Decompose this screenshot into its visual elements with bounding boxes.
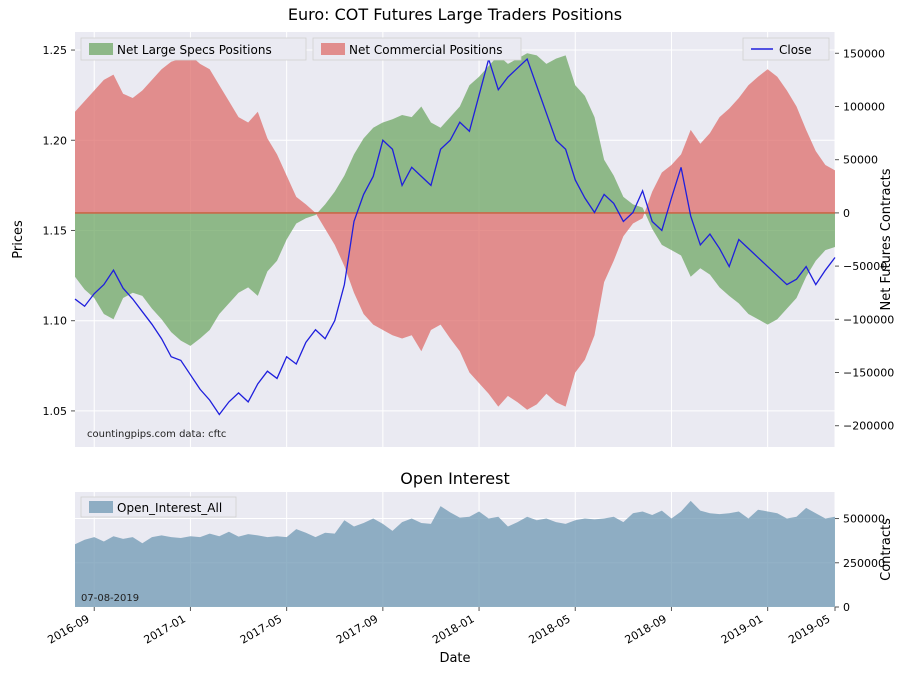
y2tick-label: −150000 (843, 367, 894, 380)
ytick-label: 1.25 (43, 44, 68, 57)
legend-item-oi: Open_Interest_All (117, 501, 222, 515)
xtick-label: 2017-05 (238, 612, 284, 646)
legend-item-close: Close (779, 43, 812, 57)
xtick-label: 2017-09 (334, 612, 380, 646)
x-axis-label: Date (439, 651, 470, 666)
xtick-label: 2018-01 (430, 612, 476, 646)
xtick-label: 2018-09 (623, 612, 669, 646)
y2tick-label: −200000 (843, 420, 894, 433)
left-axis-label: Prices (11, 220, 26, 259)
ytick-label: 1.20 (43, 134, 68, 147)
y2tick-label: 0 (843, 207, 850, 220)
xtick-label: 2016-09 (45, 612, 91, 646)
xtick-label: 2019-05 (786, 612, 832, 646)
chart-title: Euro: COT Futures Large Traders Position… (288, 5, 622, 24)
bottom-title: Open Interest (400, 469, 509, 488)
ytick-label: 1.05 (43, 405, 68, 418)
bottom-right-axis-label: Contracts (879, 518, 894, 581)
ytick-label: 1.10 (43, 315, 68, 328)
y2tick-label: 150000 (843, 47, 885, 60)
y2tick-label: −100000 (843, 313, 894, 326)
xtick-label: 2018-05 (526, 612, 572, 646)
ytick-label: 1.15 (43, 224, 68, 237)
y2tick-label: 50000 (843, 154, 878, 167)
legend-item-specs: Net Large Specs Positions (117, 43, 272, 57)
date-stamp: 07-08-2019 (81, 593, 139, 604)
right-axis-label: Net Futures Contracts (879, 168, 894, 310)
xtick-label: 2019-01 (719, 612, 765, 646)
y2tick-label: 100000 (843, 100, 885, 113)
xtick-label: 2017-01 (142, 612, 188, 646)
y2tick-label-bottom: 0 (843, 601, 850, 614)
legend-oi-swatch (89, 501, 113, 513)
source-annot: countingpips.com data: cftc (87, 429, 226, 440)
legend-item-comm: Net Commercial Positions (349, 43, 502, 57)
